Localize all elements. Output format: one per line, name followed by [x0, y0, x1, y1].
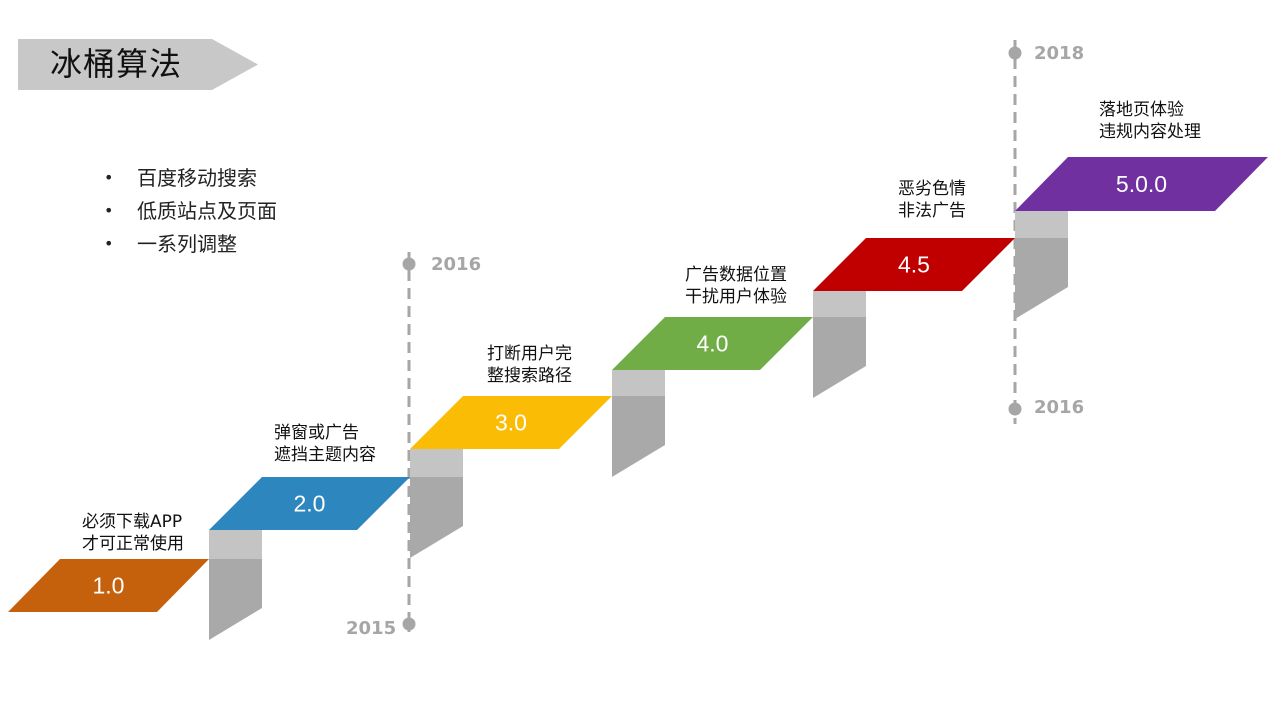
step-version-label: 2.0 — [294, 491, 326, 517]
step-caption-6: 落地页体验 违规内容处理 — [1099, 99, 1201, 143]
caption-line: 广告数据位置 — [685, 265, 787, 285]
year-label: 2016 — [1034, 397, 1085, 418]
bullet-text: 百度移动搜索 — [137, 166, 257, 190]
caption-line: 干扰用户体验 — [685, 287, 787, 307]
title-arrow-shape — [18, 39, 258, 90]
step-caption-2: 弹窗或广告 遮挡主题内容 — [274, 422, 376, 466]
bullet-item: • 百度移动搜索 — [104, 163, 277, 196]
timeline-node — [1008, 402, 1022, 416]
bullet-dot-icon: • — [104, 168, 114, 187]
year-label: 2018 — [1034, 43, 1085, 64]
step-version-label: 5.0.0 — [1116, 171, 1167, 197]
step-riser — [410, 477, 463, 558]
timeline-node — [402, 617, 416, 631]
step-caption-5: 恶劣色情 非法广告 — [898, 178, 966, 222]
steps-layer: 1.0 2.0 3.0 4.0 4.5 5.0.0 — [8, 157, 1268, 640]
step-tread-4 — [612, 317, 813, 370]
step-riser-upper — [1015, 211, 1068, 238]
step-tread-1 — [8, 559, 209, 612]
caption-line: 遮挡主题内容 — [274, 445, 376, 465]
caption-line: 整搜索路径 — [487, 366, 572, 386]
bullet-dot-icon: • — [104, 234, 114, 253]
bullet-text: 一系列调整 — [137, 232, 237, 256]
step-version-label: 4.5 — [898, 252, 930, 278]
step-riser-upper — [612, 370, 665, 396]
step-caption-3: 打断用户完 整搜索路径 — [487, 343, 572, 387]
caption-line: 落地页体验 — [1099, 100, 1184, 120]
caption-line: 才可正常使用 — [82, 534, 184, 554]
bullet-item: • 一系列调整 — [104, 229, 277, 262]
step-riser — [1015, 238, 1068, 319]
caption-line: 打断用户完 — [487, 344, 572, 364]
step-version-label: 4.0 — [697, 331, 729, 357]
step-tread-6 — [1015, 157, 1268, 211]
step-version-label: 1.0 — [93, 573, 125, 599]
caption-line: 违规内容处理 — [1099, 122, 1201, 142]
step-version-label: 3.0 — [495, 410, 527, 436]
step-tread-5 — [813, 238, 1015, 291]
bullet-text: 低质站点及页面 — [137, 199, 277, 223]
step-caption-4: 广告数据位置 干扰用户体验 — [685, 264, 787, 308]
step-riser — [813, 317, 866, 398]
timeline-node — [402, 257, 416, 271]
step-tread-3 — [410, 396, 612, 449]
step-tread-2 — [209, 477, 410, 530]
step-riser — [612, 396, 665, 477]
caption-line: 非法广告 — [898, 201, 966, 221]
bullet-item: • 低质站点及页面 — [104, 196, 277, 229]
caption-line: 恶劣色情 — [898, 179, 966, 199]
step-caption-1: 必须下载APP 才可正常使用 — [82, 511, 184, 555]
step-riser-upper — [209, 530, 262, 559]
step-riser-upper — [410, 449, 463, 477]
caption-line: 必须下载APP — [82, 512, 183, 532]
step-riser-upper — [813, 291, 866, 317]
bullet-list: • 百度移动搜索 • 低质站点及页面 • 一系列调整 — [104, 163, 277, 262]
step-riser — [209, 559, 262, 640]
timeline-node — [1008, 46, 1022, 60]
page-title: 冰桶算法 — [50, 45, 183, 83]
title-banner: 冰桶算法 — [18, 39, 258, 90]
bullet-dot-icon: • — [104, 201, 114, 220]
caption-line: 弹窗或广告 — [274, 423, 359, 443]
year-label: 2016 — [431, 254, 482, 275]
year-label: 2015 — [346, 618, 397, 639]
